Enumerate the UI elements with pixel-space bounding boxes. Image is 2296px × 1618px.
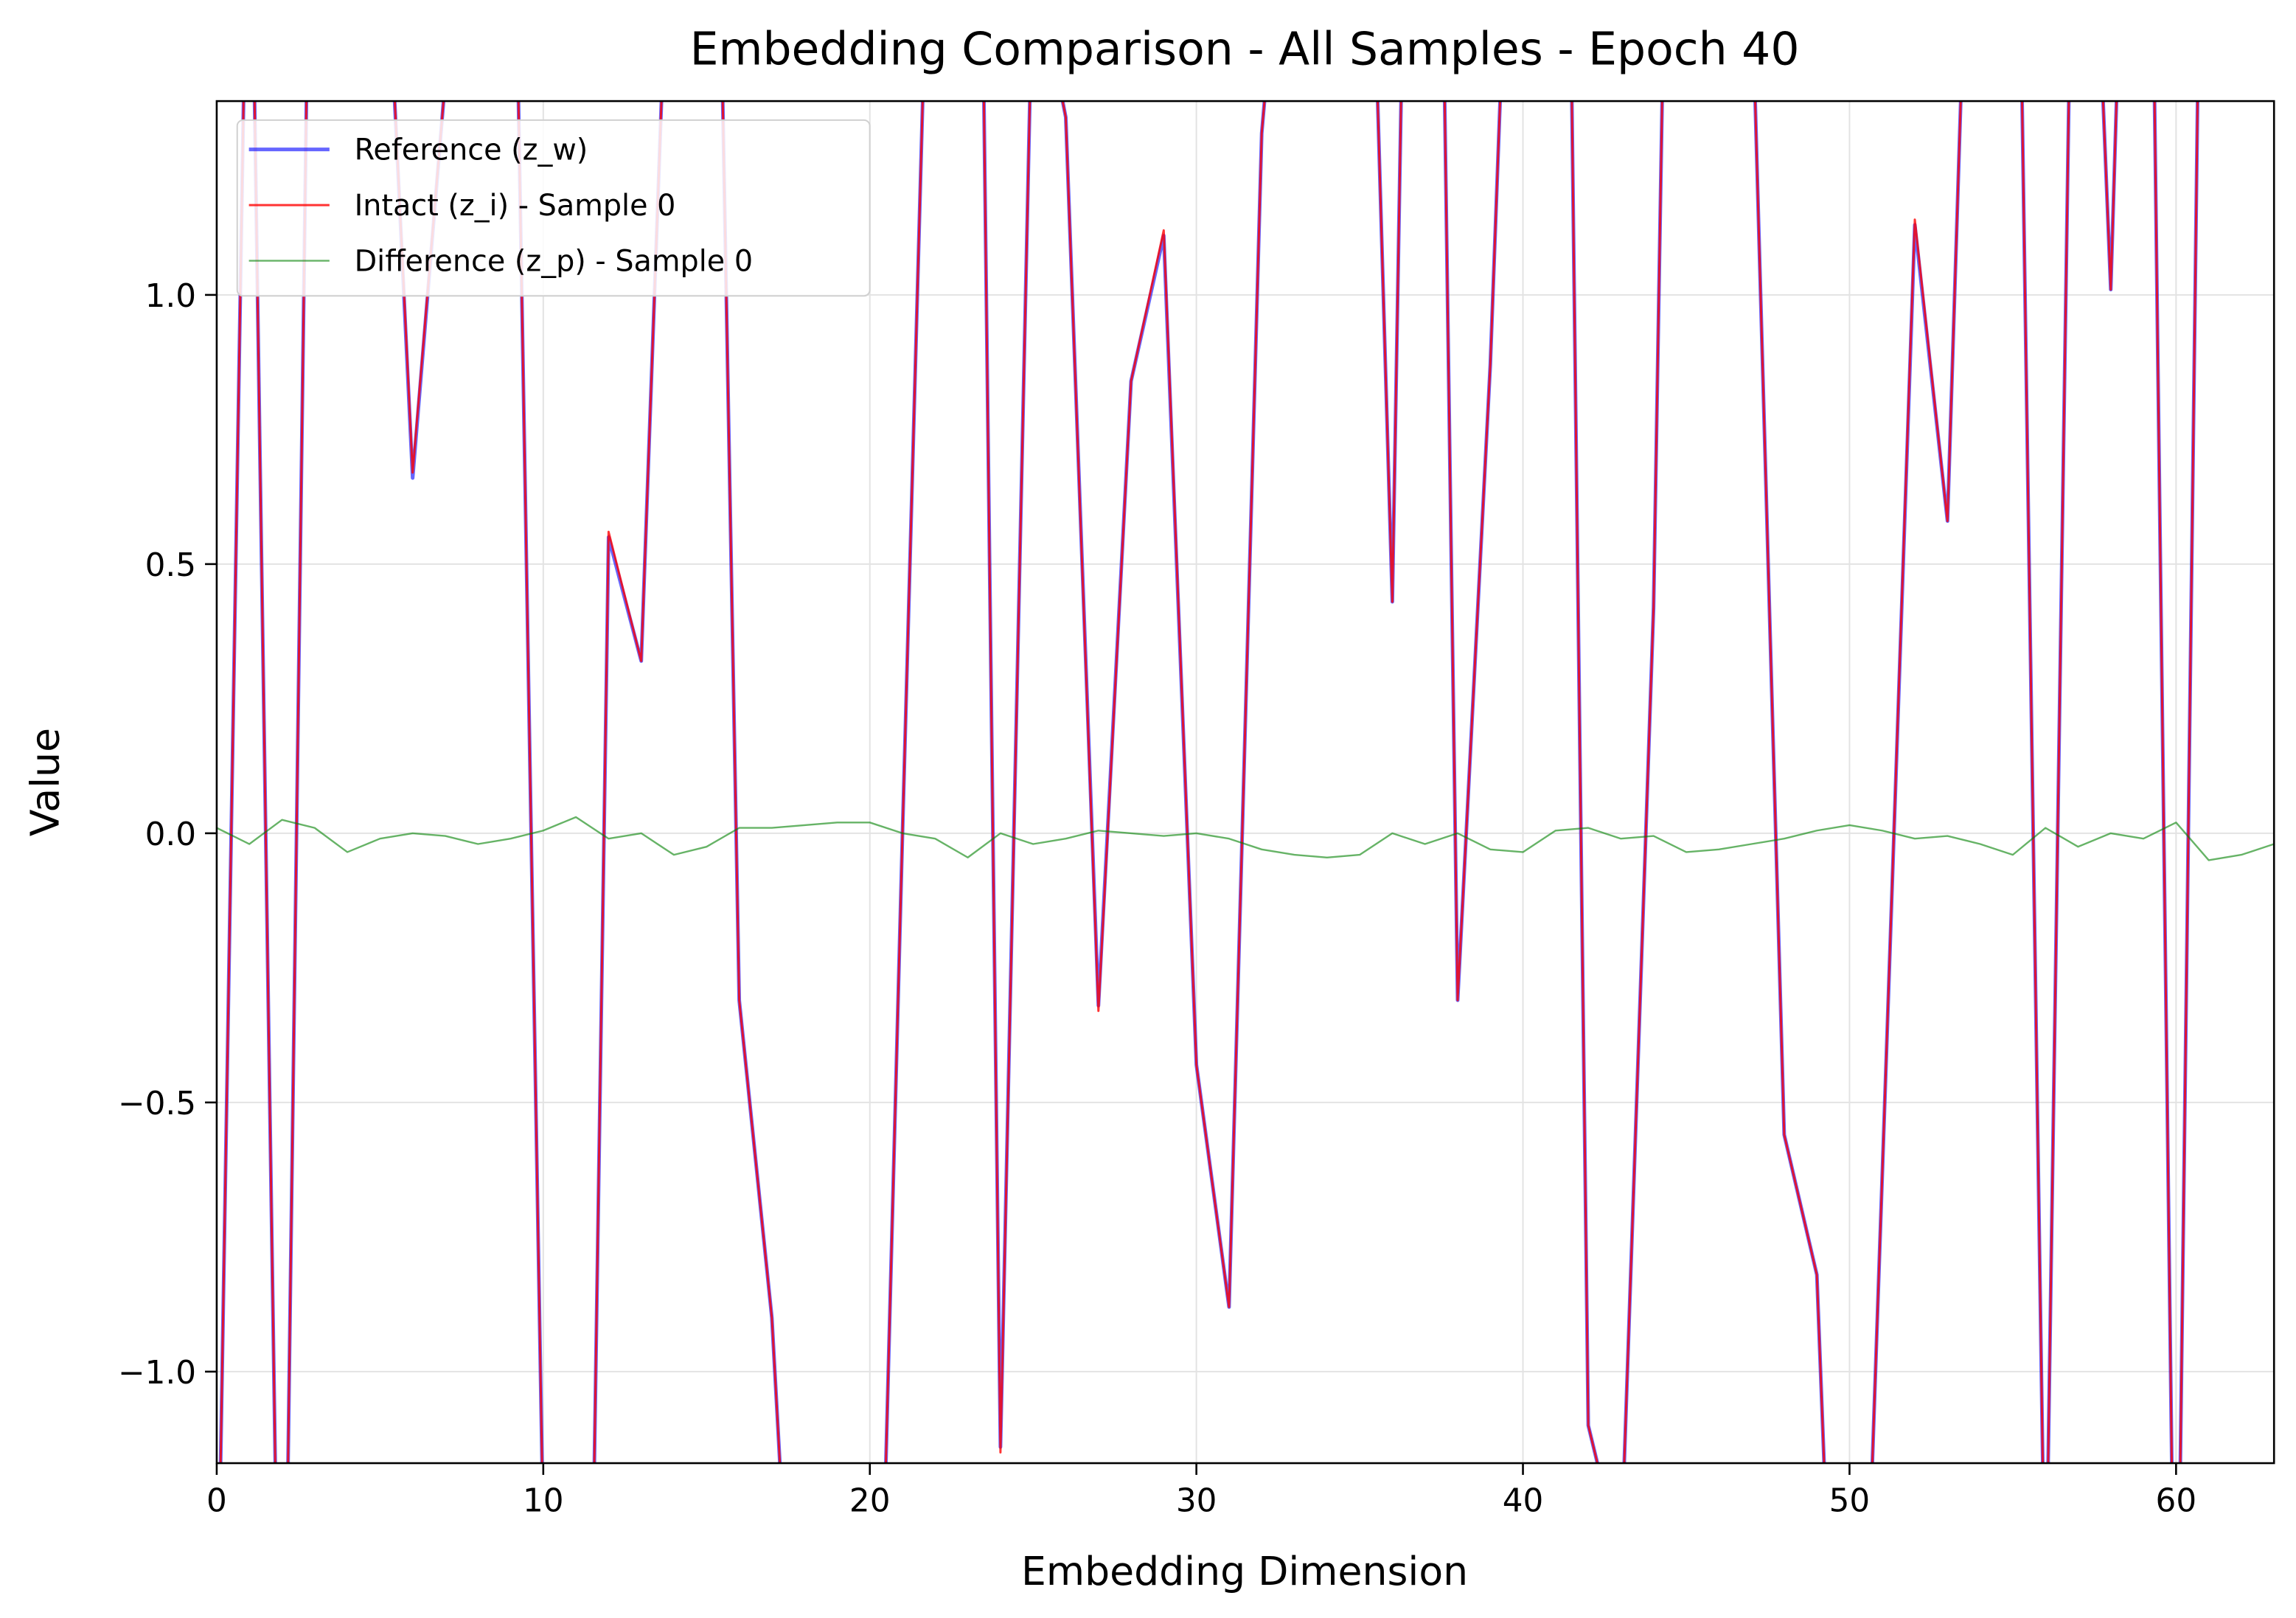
legend-box	[236, 119, 871, 297]
legend-label: Reference (z_w)	[355, 133, 588, 167]
series-line	[219, 101, 2199, 1464]
legend-label: Intact (z_i) - Sample 0	[355, 189, 676, 223]
y-axis-label: Value	[21, 728, 68, 836]
legend: Reference (z_w) Intact (z_i) - Sample 0 Di…	[236, 119, 871, 297]
y-tick-label: 0.5	[145, 546, 196, 584]
x-tick-label: 40	[1503, 1482, 1544, 1520]
plot-area	[216, 101, 2275, 1464]
x-tick-label: 0	[206, 1482, 227, 1520]
y-tick-label: 0.0	[145, 816, 196, 853]
ticks: 0 10 20 30 40 50 60 −1.0 −0.5 0.0 0.5 1.0	[118, 277, 2196, 1520]
y-tick-label: 1.0	[145, 277, 196, 315]
y-tick-label: −1.0	[118, 1354, 196, 1392]
legend-label: Difference (z_p) - Sample 0	[355, 244, 754, 278]
series-line	[216, 816, 2275, 861]
y-tick-label: −0.5	[118, 1085, 196, 1122]
x-tick-label: 60	[2156, 1482, 2197, 1520]
x-tick-label: 30	[1176, 1482, 1217, 1520]
x-tick-label: 10	[523, 1482, 564, 1520]
chart-title: Embedding Comparison - All Samples - Epo…	[690, 22, 1800, 75]
x-tick-label: 50	[1829, 1482, 1871, 1520]
x-tick-label: 20	[849, 1482, 891, 1520]
x-axis-label: Embedding Dimension	[1021, 1548, 1468, 1594]
plot-frame	[215, 100, 2275, 1465]
